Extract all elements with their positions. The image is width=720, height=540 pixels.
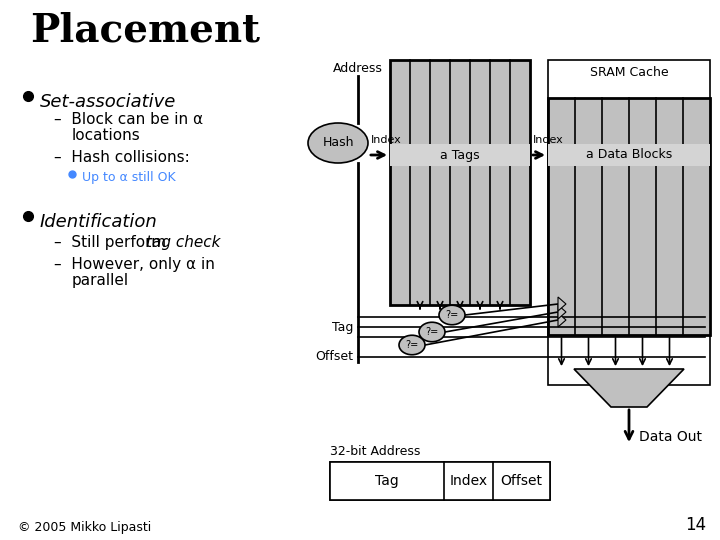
- Text: © 2005 Mikko Lipasti: © 2005 Mikko Lipasti: [18, 521, 151, 534]
- Text: Up to α still OK: Up to α still OK: [82, 171, 176, 184]
- Bar: [330, 462, 550, 500]
- Text: Offset: Offset: [315, 350, 353, 363]
- Polygon shape: [574, 369, 684, 407]
- Bar: [390, 60, 530, 305]
- Text: –  Block can be in α: – Block can be in α: [54, 112, 203, 127]
- Bar: [548, 144, 710, 166]
- Text: ?=: ?=: [446, 310, 459, 320]
- Bar: [390, 144, 530, 166]
- Text: a Tags: a Tags: [440, 148, 480, 161]
- Text: Tag: Tag: [375, 474, 399, 488]
- Text: Index: Index: [533, 135, 564, 145]
- Text: Tag: Tag: [332, 321, 353, 334]
- Bar: [330, 462, 550, 500]
- Text: 32-bit Address: 32-bit Address: [330, 445, 420, 458]
- Text: Offset: Offset: [500, 474, 542, 488]
- Text: Identification: Identification: [40, 213, 158, 231]
- Ellipse shape: [419, 322, 445, 342]
- Polygon shape: [558, 297, 566, 311]
- Text: Placement: Placement: [30, 12, 260, 50]
- Text: a Data Blocks: a Data Blocks: [586, 148, 672, 161]
- Text: parallel: parallel: [72, 273, 129, 288]
- Text: –  However, only α in: – However, only α in: [54, 257, 215, 272]
- Text: Set-associative: Set-associative: [40, 93, 176, 111]
- Text: SRAM Cache: SRAM Cache: [590, 65, 668, 78]
- Ellipse shape: [399, 335, 425, 355]
- Text: 14: 14: [685, 516, 706, 534]
- Polygon shape: [558, 313, 566, 327]
- Text: –  Still perform: – Still perform: [54, 235, 171, 250]
- Text: locations: locations: [72, 128, 140, 143]
- Text: Hash: Hash: [323, 137, 354, 150]
- Text: ?=: ?=: [426, 327, 438, 337]
- Polygon shape: [558, 305, 566, 319]
- Text: –  Hash collisions:: – Hash collisions:: [54, 150, 190, 165]
- Ellipse shape: [308, 123, 368, 163]
- Bar: [330, 462, 550, 500]
- Ellipse shape: [439, 305, 465, 325]
- Text: tag check: tag check: [146, 235, 220, 250]
- Bar: [548, 60, 710, 385]
- Text: Data Out: Data Out: [639, 430, 702, 444]
- Text: ?=: ?=: [405, 340, 418, 350]
- Bar: [548, 98, 710, 335]
- Text: Index: Index: [449, 474, 487, 488]
- Text: Index: Index: [371, 135, 402, 145]
- Text: Address: Address: [333, 62, 383, 75]
